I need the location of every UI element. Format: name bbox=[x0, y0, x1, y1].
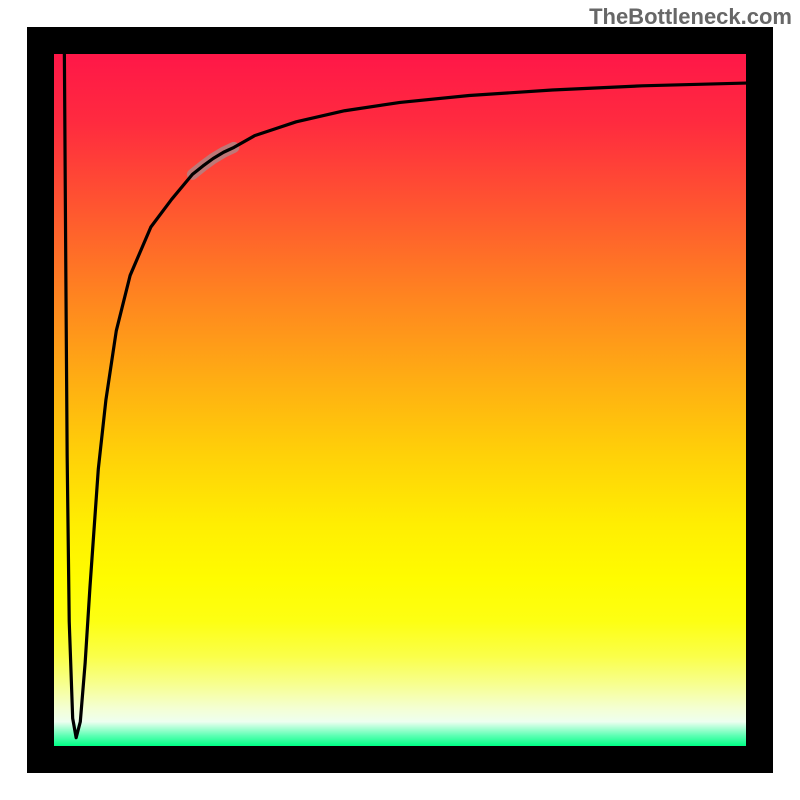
watermark-label: TheBottleneck.com bbox=[589, 4, 792, 30]
bottleneck-chart bbox=[0, 0, 800, 800]
chart-container: TheBottleneck.com bbox=[0, 0, 800, 800]
plot-background bbox=[54, 54, 746, 746]
